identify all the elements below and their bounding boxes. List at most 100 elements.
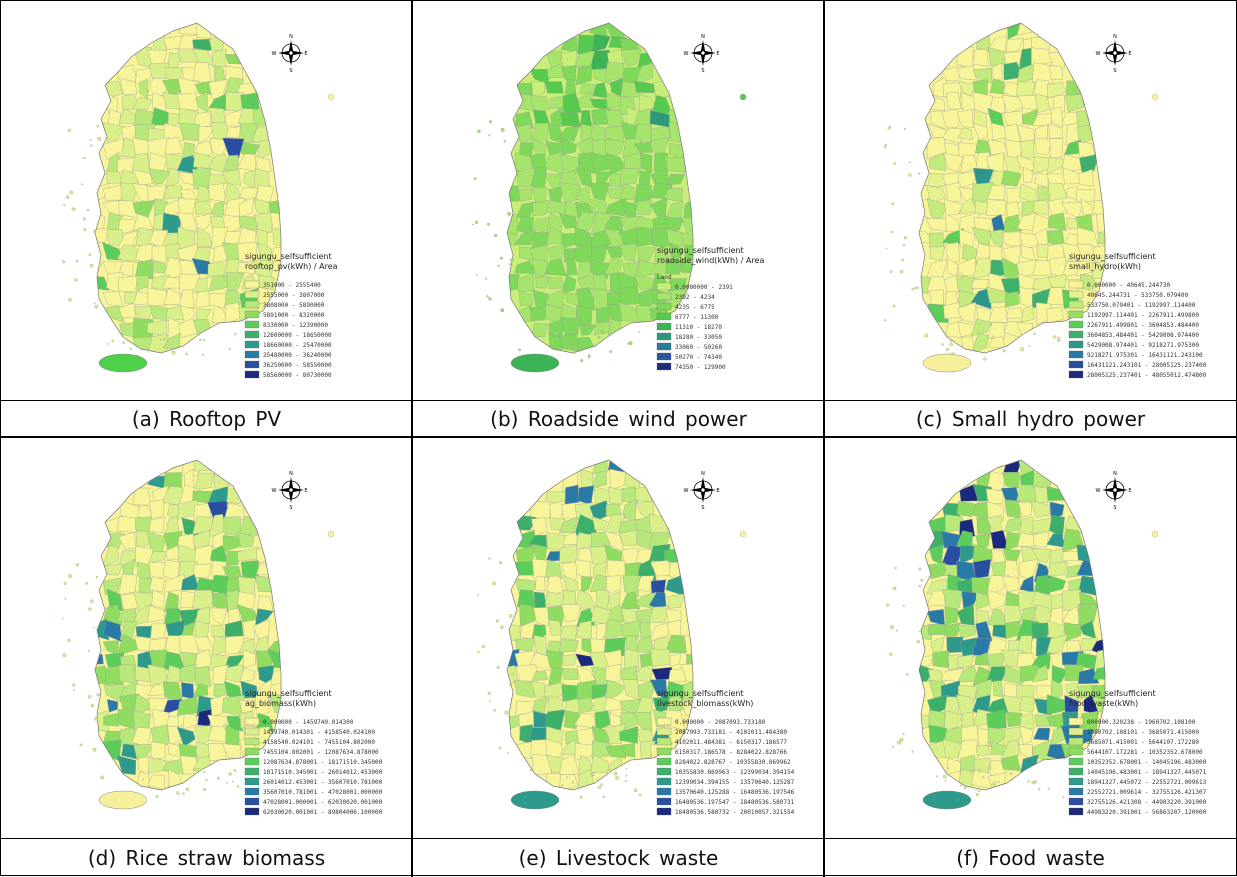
- district-cell: [1005, 307, 1024, 319]
- district-cell: [944, 606, 959, 625]
- district-cell: [972, 123, 989, 140]
- legend-item-label: 18480536.580732 - 20010057.321554: [675, 809, 795, 816]
- district-cell: [1083, 694, 1099, 715]
- legend-item-label: 5429008.974401 - 9218271.975300: [1087, 342, 1199, 349]
- district-cell: [1032, 199, 1049, 216]
- district-cell: [605, 664, 621, 683]
- coastline: [918, 22, 1106, 354]
- district-cell: [666, 173, 685, 186]
- district-cell: [545, 559, 563, 579]
- district-cell: [619, 529, 638, 546]
- legend-swatch: [656, 282, 672, 291]
- district-cell: [668, 122, 685, 145]
- compass-letter: S: [701, 505, 704, 511]
- legend-swatch: [244, 807, 260, 816]
- legend-item-label: 2087093.733181 - 4102011.484380: [675, 729, 787, 736]
- divider-vertical-1: [411, 1, 413, 877]
- district-cell: [620, 591, 641, 610]
- district-cell: [1004, 604, 1023, 624]
- legend-swatch: [1068, 777, 1084, 786]
- district-cell: [973, 559, 992, 579]
- district-cell: [548, 277, 565, 289]
- district-cell: [176, 696, 198, 716]
- compass-letter: E: [1128, 488, 1131, 494]
- district-cell: [942, 589, 963, 612]
- legend-item-label: 0.000000 - 2087093.733180: [675, 719, 766, 726]
- legend-swatch: [244, 350, 260, 359]
- district-cell: [680, 257, 693, 274]
- legend-swatch: [244, 360, 260, 369]
- district-cell: [195, 605, 210, 624]
- district-cell: [957, 81, 975, 97]
- district-cell: [1018, 591, 1038, 611]
- legend-item-label: 6150317.186578 - 8284022.828766: [675, 749, 787, 756]
- district-cell: [619, 243, 637, 262]
- district-cell: [919, 655, 934, 672]
- legend-swatch: [1068, 737, 1084, 746]
- district-cell: [208, 275, 229, 292]
- legend-swatch: [244, 290, 260, 299]
- district-cell: [929, 232, 945, 251]
- district-cell: [945, 242, 960, 264]
- district-cell: [666, 228, 684, 247]
- district-cell: [194, 80, 211, 95]
- district-cell: [1033, 79, 1053, 98]
- legend-item-label: 16431121.243101 - 28005125.237400: [1087, 362, 1207, 369]
- district-cell: [1046, 81, 1066, 99]
- legend-swatch: [244, 797, 260, 806]
- district-cell: [595, 306, 611, 323]
- district-cell: [653, 245, 669, 266]
- district-cell: [634, 142, 654, 153]
- compass-rose-icon: N E S W: [684, 34, 720, 74]
- district-cell: [640, 152, 653, 174]
- legend-swatch: [656, 807, 672, 816]
- district-cell: [117, 218, 138, 235]
- legend-item-label: 12087634.878001 - 18171510.345000: [263, 759, 383, 766]
- district-cell: [518, 188, 532, 202]
- legend-swatch: [656, 787, 672, 796]
- legend-title: sigungu_selfsufficient: [657, 246, 744, 255]
- legend-swatch: [244, 737, 260, 746]
- district-cell: [606, 679, 627, 701]
- district-cell: [971, 332, 990, 353]
- legend-item-label: 3604853.484401 - 5429008.974400: [1087, 332, 1199, 339]
- district-cell: [507, 230, 519, 247]
- district-cell: [590, 470, 607, 489]
- district-cell: [592, 516, 608, 531]
- district-cell: [991, 62, 1003, 82]
- islands: [472, 120, 640, 363]
- district-cell: [237, 532, 255, 548]
- district-cell: [590, 259, 613, 280]
- district-cell: [605, 575, 622, 595]
- district-cell: [589, 229, 611, 248]
- legend-item-label: 4102011.484381 - 6150317.186577: [675, 739, 787, 746]
- district-cell: [609, 604, 625, 623]
- legend-swatch: [1068, 290, 1084, 299]
- district-cell: [532, 289, 549, 309]
- jeju-island: [98, 790, 148, 810]
- legend-item-label: 2392 - 4234: [675, 294, 715, 301]
- district-cell: [558, 517, 579, 533]
- district-cell: [1000, 740, 1020, 759]
- district-cell: [1005, 711, 1023, 728]
- district-cell: [971, 226, 992, 246]
- district-cell: [147, 184, 167, 204]
- coastline: [506, 459, 694, 791]
- islands: [61, 563, 240, 799]
- district-cell: [546, 200, 568, 214]
- district-cell: [946, 636, 964, 653]
- district-cell: [574, 211, 597, 231]
- district-cell: [1065, 682, 1083, 701]
- district-cell: [1050, 106, 1064, 128]
- district-cell: [239, 667, 256, 683]
- district-cell: [163, 185, 182, 200]
- district-cell: [507, 623, 521, 642]
- district-cell: [623, 648, 640, 672]
- legend-swatch: [1068, 360, 1084, 369]
- legend-item-label: 35607010.781001 - 47028001.000000: [263, 789, 383, 796]
- district-cell: [927, 172, 948, 188]
- district-cell: [665, 258, 682, 275]
- district-cell: [532, 696, 548, 713]
